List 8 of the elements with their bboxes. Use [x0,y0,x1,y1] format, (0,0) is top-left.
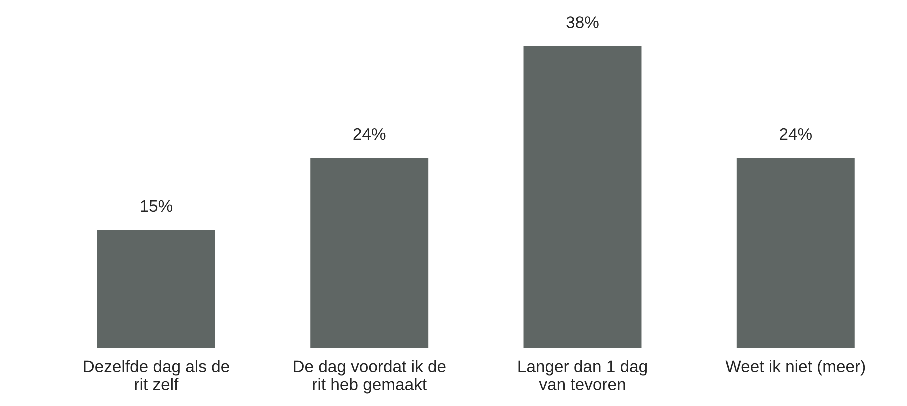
data-label: 24% [354,128,386,140]
data-label: 15% [141,200,173,212]
x-tick-label: De dag voordat ik de rit heb gemaakt [294,360,446,394]
x-tick-label: Dezelfde dag als de rit zelf [84,360,230,390]
x-tick-label: Langer dan 1 dag van tevoren [518,360,648,390]
data-label: 24% [780,128,812,140]
data-label: 38% [566,16,599,28]
x-tick-label: Weet ik niet (meer) [726,360,866,376]
